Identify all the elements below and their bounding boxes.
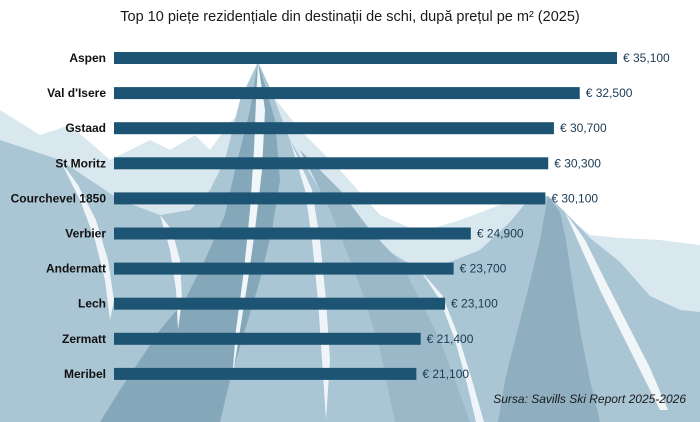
value-label: € 23,700 [460,262,507,276]
value-label: € 30,100 [551,191,598,205]
category-label: Val d'Isere [47,86,106,100]
bar [114,332,421,345]
source-note: Sursa: Savills Ski Report 2025-2026 [493,392,686,406]
category-label: St Moritz [55,156,106,170]
value-label: € 32,500 [586,86,633,100]
bar [114,157,549,170]
snow-streak-5 [60,160,114,320]
mountain-shadow-right [498,196,600,422]
value-label: € 23,100 [451,297,498,311]
value-label: € 30,700 [560,121,607,135]
value-label: € 21,100 [422,367,469,381]
category-label: Andermatt [46,262,106,276]
bar [114,52,617,64]
chart-title: Top 10 piețe rezidențiale din destinații… [120,9,580,25]
value-label: € 21,400 [427,332,474,346]
bar [114,367,417,380]
value-label: € 35,100 [623,51,670,65]
category-label: Verbier [65,227,106,241]
mountain-shadow-left [100,62,280,422]
category-label: Gstaad [65,121,106,135]
category-label: Meribel [64,367,106,381]
bar [114,87,580,100]
value-label: € 24,900 [477,227,524,241]
category-label: Aspen [69,51,106,65]
bar [114,122,554,135]
category-label: Zermatt [62,332,106,346]
value-label: € 30,300 [554,156,601,170]
mountain-shadow-mid [300,150,470,422]
bar [114,227,471,240]
snow-streak-4 [565,212,668,410]
bar [114,297,446,310]
category-label: Courchevel 1850 [11,191,107,205]
bar [114,262,454,275]
bar [114,192,546,205]
snow-streak-3 [420,270,484,422]
category-label: Lech [78,297,106,311]
